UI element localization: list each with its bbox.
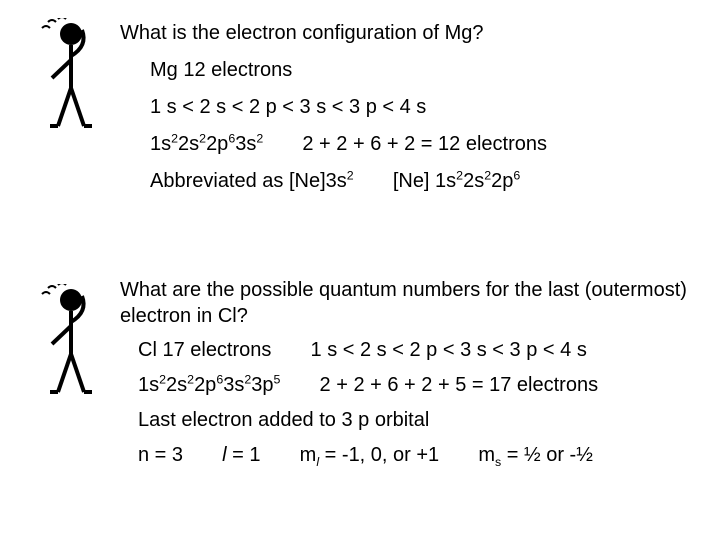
cl-config: 1s22s22p63s23p5: [138, 374, 280, 396]
section-mg: What is the electron configuration of Mg…: [120, 22, 700, 207]
cl-last-orbital: Last electron added to 3 p orbital: [138, 409, 700, 432]
thinking-figure-icon-2: [38, 284, 98, 404]
mg-sum: 2 + 2 + 6 + 2 = 12 electrons: [302, 133, 547, 155]
thinking-figure-icon: [38, 18, 98, 138]
cl-sum: 2 + 2 + 6 + 2 + 5 = 17 electrons: [320, 374, 599, 396]
question-cl: What are the possible quantum numbers fo…: [120, 278, 700, 329]
qn-ms: ms = ½ or -½: [478, 444, 593, 466]
qn-ml: ml = -1, 0, or +1: [300, 444, 440, 466]
section-cl: What are the possible quantum numbers fo…: [120, 278, 700, 479]
quantum-numbers-row: n = 3 l = 1 ml = -1, 0, or +1 ms = ½ or …: [138, 444, 700, 467]
cl-electrons-row: Cl 17 electrons 1 s < 2 s < 2 p < 3 s < …: [138, 339, 700, 362]
mg-config-row: 1s22s22p63s2 2 + 2 + 6 + 2 = 12 electron…: [150, 133, 700, 156]
ne-expansion: [Ne] 1s22s22p6: [393, 170, 520, 192]
cl-electrons: Cl 17 electrons: [138, 339, 271, 361]
mg-order: 1 s < 2 s < 2 p < 3 s < 3 p < 4 s: [150, 96, 700, 119]
question-mg: What is the electron configuration of Mg…: [120, 22, 700, 45]
cl-config-row: 1s22s22p63s23p5 2 + 2 + 6 + 2 + 5 = 17 e…: [138, 374, 700, 397]
qn-n: n = 3: [138, 444, 183, 466]
mg-abbrev-row: Abbreviated as [Ne]3s2 [Ne] 1s22s22p6: [150, 170, 700, 193]
qn-l: l = 1: [222, 444, 260, 466]
mg-electrons: Mg 12 electrons: [150, 59, 700, 82]
mg-abbrev: Abbreviated as [Ne]3s2: [150, 170, 354, 192]
cl-order: 1 s < 2 s < 2 p < 3 s < 3 p < 4 s: [311, 339, 587, 361]
mg-config: 1s22s22p63s2: [150, 133, 263, 155]
